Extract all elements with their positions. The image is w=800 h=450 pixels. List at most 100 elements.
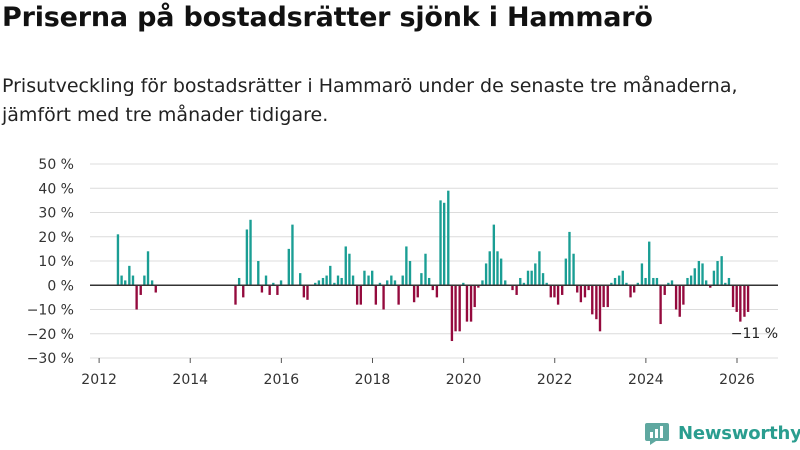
bar xyxy=(727,277,731,286)
bar xyxy=(344,246,347,286)
x-tick-label: 2026 xyxy=(719,372,755,388)
bar xyxy=(469,285,473,322)
bar xyxy=(655,277,659,286)
bar xyxy=(348,253,351,286)
bar xyxy=(306,285,309,300)
x-tick-label: 2016 xyxy=(264,372,300,388)
bar xyxy=(561,285,564,295)
bar xyxy=(382,285,385,310)
bar xyxy=(128,265,131,286)
bar xyxy=(564,258,568,286)
bar xyxy=(420,273,423,286)
bar xyxy=(610,282,613,286)
bar xyxy=(321,277,325,286)
bar xyxy=(587,285,590,291)
brand-name: Newsworthy xyxy=(678,422,800,444)
bar xyxy=(735,285,738,312)
bar xyxy=(268,285,271,295)
bar xyxy=(621,270,624,286)
bar xyxy=(515,285,518,295)
bar xyxy=(682,285,685,305)
bar xyxy=(704,280,708,286)
bar xyxy=(579,285,583,303)
bar xyxy=(625,282,628,286)
bar xyxy=(314,282,317,286)
bar xyxy=(408,261,412,286)
bar xyxy=(431,285,434,291)
bar xyxy=(576,285,579,293)
bar xyxy=(393,280,397,286)
page-title: Priserna på bostadsrätter sjönk i Hammar… xyxy=(2,2,653,33)
bar xyxy=(249,219,252,286)
bar xyxy=(427,277,431,286)
bar xyxy=(572,253,575,286)
bar xyxy=(299,273,302,286)
bar xyxy=(359,285,362,305)
bar xyxy=(287,248,290,286)
bar xyxy=(439,200,442,286)
bar xyxy=(120,275,123,286)
bar xyxy=(492,224,496,286)
bar xyxy=(648,241,651,286)
y-tick-label: 0 % xyxy=(47,278,74,294)
bar xyxy=(363,270,366,286)
y-tick-label: −30 % xyxy=(27,351,74,367)
chart-subtitle: Prisutveckling för bostadsrätter i Hamma… xyxy=(2,75,738,126)
bar xyxy=(143,275,146,286)
bar xyxy=(378,282,382,286)
x-tick-label: 2012 xyxy=(81,372,117,388)
bar xyxy=(390,275,393,286)
bar xyxy=(473,285,476,308)
bar xyxy=(739,285,742,322)
bar xyxy=(124,280,127,286)
bar xyxy=(371,270,374,286)
bar xyxy=(743,285,746,317)
x-tick-label: 2020 xyxy=(446,372,482,388)
x-tick-label: 2014 xyxy=(172,372,208,388)
bar xyxy=(659,285,662,325)
bar xyxy=(534,263,537,286)
bar xyxy=(154,285,157,293)
bar xyxy=(499,258,503,286)
bar xyxy=(401,275,404,286)
bar xyxy=(302,285,306,298)
bar xyxy=(591,285,594,315)
bar xyxy=(484,263,488,286)
bar xyxy=(731,285,735,308)
bar xyxy=(405,246,408,286)
bar xyxy=(340,277,343,286)
bar xyxy=(454,285,457,332)
bar xyxy=(496,251,499,286)
bar xyxy=(481,280,484,286)
x-tick-label: 2024 xyxy=(628,372,664,388)
bar xyxy=(234,285,237,305)
bar xyxy=(644,277,647,286)
bar xyxy=(598,285,602,332)
bar xyxy=(617,275,621,286)
bar xyxy=(693,268,696,286)
bar xyxy=(670,280,674,286)
bar xyxy=(538,251,541,286)
bar xyxy=(442,202,446,286)
bar xyxy=(568,231,571,286)
bar xyxy=(242,285,245,298)
y-tick-label: 50 % xyxy=(38,157,74,173)
gridlines xyxy=(90,163,778,359)
bar xyxy=(447,190,450,286)
y-tick-label: 40 % xyxy=(38,181,74,197)
bar xyxy=(553,285,556,298)
bar xyxy=(351,275,355,286)
bar xyxy=(367,275,370,286)
bar xyxy=(606,285,609,308)
bar xyxy=(329,265,332,286)
bar xyxy=(272,282,275,286)
bar xyxy=(602,285,605,308)
bar xyxy=(746,285,750,312)
bar xyxy=(245,229,249,286)
bar xyxy=(519,277,522,286)
bar xyxy=(667,282,670,286)
bar xyxy=(545,282,548,286)
bar xyxy=(150,280,154,286)
bar xyxy=(663,285,666,295)
bar xyxy=(374,285,378,305)
